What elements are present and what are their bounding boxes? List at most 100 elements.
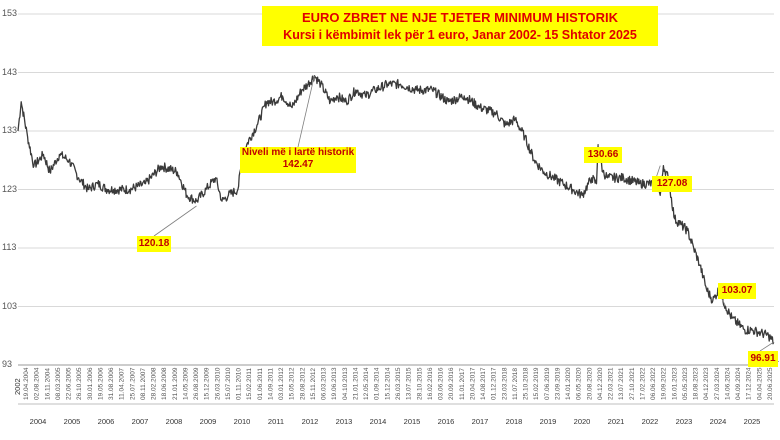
x-date-label: 22.06.2005: [66, 367, 73, 400]
x-date-label: 19.06.2013: [331, 367, 338, 400]
x-date-label: 15.11.2012: [310, 368, 317, 400]
x-date-label: 04.04.2025: [756, 367, 763, 400]
x-date-label: 19.09.2022: [661, 367, 668, 400]
callout-historic-high-value: 142.47: [282, 159, 314, 170]
x-year-label: 2022: [642, 417, 659, 426]
x-date-label: 16.02.2016: [427, 367, 434, 400]
x-date-label: 22.03.2021: [608, 367, 615, 400]
x-date-label: 27.03.2024: [714, 367, 721, 400]
x-date-label: 18.06.2008: [161, 367, 168, 400]
callout-historic-high-label: Niveli më i lartë historik: [241, 147, 355, 158]
x-date-label: 03.01.2012: [278, 367, 285, 400]
x-year-label: 2020: [574, 417, 591, 426]
annotation-connector: [759, 341, 774, 352]
callout-low-2007: 120.18: [137, 236, 171, 252]
x-date-label: 04.12.2020: [597, 367, 604, 400]
x-date-label: 11.07.2018: [512, 368, 519, 400]
x-date-label: 15.02.2019: [533, 367, 540, 400]
x-year-label: 2017: [472, 417, 489, 426]
x-date-label: 18.08.2023: [693, 367, 700, 400]
x-date-label: 21.01.2014: [352, 367, 359, 400]
x-date-label: 19.05.2006: [97, 367, 104, 400]
x-date-label: 06.05.2020: [576, 367, 583, 400]
x-year-label: 2024: [710, 417, 727, 426]
x-date-label: 05.05.2023: [682, 367, 689, 400]
x-date-label: 04.10.2013: [342, 367, 349, 400]
x-date-label: 13.07.2015: [406, 367, 413, 400]
x-date-label: 26.03.2015: [395, 367, 402, 400]
x-date-label: 01.11.2010: [236, 368, 243, 400]
annotation-connectors: [153, 75, 774, 352]
x-year-label: 2009: [200, 417, 217, 426]
x-year-label: 2013: [336, 417, 353, 426]
x-year-label: 2008: [166, 417, 183, 426]
x-date-label: 15.12.2014: [384, 367, 391, 400]
callout-2024: 103.07: [718, 283, 756, 299]
x-date-label: 03.06.2016: [438, 367, 445, 400]
annotation-connector: [297, 75, 315, 148]
x-date-label: 14.05.2009: [182, 367, 189, 400]
y-tick-label: 93: [2, 359, 13, 369]
x-year-label: 2019: [540, 417, 557, 426]
x-date-label: 20.09.2016: [448, 367, 455, 400]
chart-title: EURO ZBRET NE NJE TJETER MINIMUM HISTORI…: [301, 10, 619, 25]
x-date-label: 30.01.2006: [87, 367, 94, 400]
x-year-label: 2006: [98, 417, 115, 426]
x-date-label: 20.06.2025: [767, 367, 774, 400]
x-date-label: 14.01.2020: [565, 367, 572, 400]
x-date-label: 17.02.2022: [639, 367, 646, 400]
x-date-label: 12.05.2014: [363, 367, 370, 400]
x-date-label: 01.12.2017: [491, 367, 498, 400]
x-date-label: 01.06.2011: [257, 368, 264, 400]
x-year-label: 2015: [404, 417, 421, 426]
x-date-label: 15.02.2011: [246, 368, 253, 400]
x-date-label: 21.01.2009: [172, 367, 179, 400]
chart-subtitle: Kursi i këmbimit lek për 1 euro, Janar 2…: [283, 28, 637, 42]
x-date-label: 26.03.2010: [214, 367, 221, 400]
x-date-label: 17.12.2024: [746, 367, 753, 400]
x-year-label: 2021: [608, 417, 625, 426]
x-date-label: 08.11.2007: [140, 368, 147, 400]
x-year-label: 2018: [506, 417, 523, 426]
x-date-label: 20.04.2017: [469, 367, 476, 400]
x-year-label: 2002: [13, 378, 22, 395]
x-date-label: 01.09.2014: [374, 367, 381, 400]
x-year-label: 2025: [744, 417, 761, 426]
x-date-label: 23.09.2019: [554, 367, 561, 400]
x-date-label: 31.08.2006: [108, 367, 115, 400]
callout-historic-high: Niveli më i lartë historik 142.47: [240, 147, 356, 173]
x-date-label: 15.12.2009: [204, 367, 211, 400]
y-tick-label: 143: [2, 66, 18, 77]
x-date-label: 25.07.2007: [129, 367, 136, 400]
x-date-label: 28.02.2008: [151, 367, 158, 400]
x-date-label: 28.08.2012: [299, 367, 306, 400]
x-date-label: 19.04.2004: [23, 367, 30, 400]
x-date-label: 14.09.2011: [267, 368, 274, 400]
x-axis: 19.04.2004 02.08.2004 16.11.2004 08.03.2005…: [13, 360, 780, 426]
x-date-label: 15.07.2010: [225, 367, 232, 400]
x-year-label: 2004: [30, 417, 47, 426]
x-year-label: 2016: [438, 417, 455, 426]
x-date-label: 07.06.2019: [544, 367, 551, 400]
x-year-label: 2007: [132, 417, 149, 426]
x-year-label: 2010: [234, 417, 251, 426]
x-date-label: 08.03.2005: [55, 367, 62, 400]
x-date-label: 11.04.2007: [119, 368, 126, 400]
x-date-label: 06.03.2013: [321, 367, 328, 400]
x-date-label: 13.07.2021: [618, 367, 625, 400]
x-date-label: 20.08.2020: [586, 367, 593, 400]
x-date-label: 11.01.2017: [459, 368, 466, 400]
x-date-label: 27.10.2021: [629, 367, 636, 400]
chart-title-box: EURO ZBRET NE NJE TJETER MINIMUM HISTORI…: [262, 6, 658, 46]
x-date-label: 04.12.2023: [703, 367, 710, 400]
x-date-label: 23.03.2018: [501, 367, 508, 400]
y-tick-label: 103: [2, 300, 18, 311]
x-year-label: 2011: [268, 417, 284, 426]
x-date-label: 02.08.2004: [34, 367, 41, 400]
x-year-label: 2005: [64, 417, 81, 426]
x-date-label: 15.05.2012: [289, 367, 296, 400]
series-line-eur-lek: [17, 74, 775, 345]
x-date-label: 26.08.2009: [193, 367, 200, 400]
x-date-label: 25.10.2018: [523, 367, 530, 400]
